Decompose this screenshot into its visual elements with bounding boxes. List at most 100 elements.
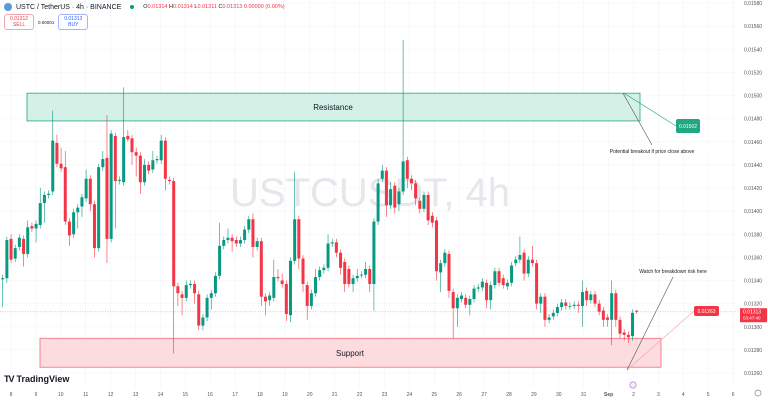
candle[interactable]	[92, 200, 96, 258]
candle[interactable]	[635, 310, 639, 315]
candle[interactable]	[109, 130, 113, 243]
candle[interactable]	[172, 177, 176, 354]
candle[interactable]	[535, 259, 539, 310]
time-axis[interactable]: 8 9 10 11 12 13 14 15 16 17 18 19 20 21 22 23 24 25 26 27 28…	[10, 381, 762, 398]
buy-button[interactable]: 0.01313 BUY	[58, 14, 89, 30]
candle[interactable]	[626, 331, 630, 343]
candle[interactable]	[80, 193, 84, 217]
candle[interactable]	[255, 237, 259, 251]
candle[interactable]	[59, 147, 63, 172]
candle[interactable]	[551, 309, 555, 320]
candle[interactable]	[576, 301, 580, 313]
candle[interactable]	[247, 215, 251, 234]
candle[interactable]	[72, 208, 76, 238]
candle[interactable]	[284, 280, 288, 321]
candle[interactable]	[9, 234, 13, 264]
candle[interactable]	[464, 294, 468, 309]
tradingview-logo[interactable]: TV TradingView	[4, 374, 69, 384]
candle[interactable]	[393, 182, 397, 214]
candle[interactable]	[38, 188, 42, 229]
candle[interactable]	[155, 155, 159, 164]
candle[interactable]	[251, 213, 255, 258]
candle[interactable]	[30, 222, 34, 232]
candle[interactable]	[84, 169, 88, 202]
candle[interactable]	[468, 295, 472, 316]
candle[interactable]	[276, 268, 280, 282]
candle[interactable]	[422, 191, 426, 213]
candle[interactable]	[618, 316, 622, 339]
candle[interactable]	[326, 234, 330, 272]
support-zone[interactable]	[39, 337, 662, 368]
candle[interactable]	[218, 222, 222, 280]
candle[interactable]	[347, 265, 351, 288]
candle[interactable]	[55, 134, 59, 168]
candle[interactable]	[193, 280, 197, 304]
candle[interactable]	[593, 290, 597, 308]
candle[interactable]	[364, 262, 368, 279]
candle[interactable]	[209, 289, 213, 310]
candle[interactable]	[426, 191, 430, 225]
candle[interactable]	[401, 40, 405, 195]
candle[interactable]	[159, 134, 163, 164]
candle[interactable]	[568, 302, 572, 310]
candle[interactable]	[197, 290, 201, 331]
candle[interactable]	[17, 234, 21, 251]
candle[interactable]	[585, 287, 589, 306]
candle[interactable]	[268, 292, 272, 306]
candle[interactable]	[5, 236, 9, 283]
candle[interactable]	[485, 279, 489, 309]
candle[interactable]	[476, 283, 480, 293]
candle[interactable]	[243, 226, 247, 244]
candle[interactable]	[238, 236, 242, 247]
candle[interactable]	[143, 159, 147, 186]
event-marker-icon[interactable]	[629, 381, 637, 389]
candle[interactable]	[543, 293, 547, 327]
candle[interactable]	[547, 314, 551, 324]
candle[interactable]	[230, 234, 234, 252]
candle[interactable]	[589, 290, 593, 304]
candle[interactable]	[151, 151, 155, 173]
candle[interactable]	[501, 274, 505, 289]
candle[interactable]	[122, 87, 126, 186]
candle[interactable]	[184, 280, 188, 302]
candle[interactable]	[405, 156, 409, 188]
symbol-title[interactable]: USTC / TetherUS · 4h · BINANCE	[16, 3, 122, 11]
candle[interactable]	[297, 215, 301, 269]
candle[interactable]	[493, 267, 497, 289]
candle[interactable]	[447, 250, 451, 298]
candle[interactable]	[117, 176, 121, 185]
candle[interactable]	[380, 164, 384, 183]
candle[interactable]	[343, 258, 347, 293]
candle[interactable]	[430, 212, 434, 228]
candle[interactable]	[601, 307, 605, 327]
candle[interactable]	[138, 152, 142, 194]
candle[interactable]	[176, 282, 180, 306]
candle[interactable]	[351, 274, 355, 293]
candle[interactable]	[13, 244, 17, 262]
candle[interactable]	[168, 176, 172, 185]
candle[interactable]	[26, 220, 30, 258]
candle[interactable]	[409, 175, 413, 191]
candle[interactable]	[414, 179, 418, 206]
candle[interactable]	[322, 264, 326, 274]
candle[interactable]	[489, 281, 493, 310]
candle[interactable]	[439, 259, 443, 293]
candle[interactable]	[455, 294, 459, 327]
candle[interactable]	[597, 300, 601, 316]
candle[interactable]	[443, 249, 447, 267]
candle[interactable]	[309, 289, 313, 310]
candle[interactable]	[610, 280, 614, 346]
candle[interactable]	[622, 329, 626, 341]
candle[interactable]	[526, 256, 530, 278]
candle[interactable]	[67, 218, 71, 246]
sell-button[interactable]: 0.01312 SELL	[4, 14, 34, 30]
candle[interactable]	[460, 292, 464, 303]
resistance-zone[interactable]	[26, 92, 641, 122]
candle[interactable]	[434, 216, 438, 281]
candle[interactable]	[42, 191, 46, 223]
candle[interactable]	[259, 237, 263, 306]
candle[interactable]	[88, 175, 92, 212]
price-axis[interactable]: 0.01580 0.01560 0.01540 0.01520 0.01500 0.014…	[738, 0, 768, 401]
candle[interactable]	[539, 293, 543, 313]
settings-gear-icon[interactable]	[754, 389, 762, 397]
